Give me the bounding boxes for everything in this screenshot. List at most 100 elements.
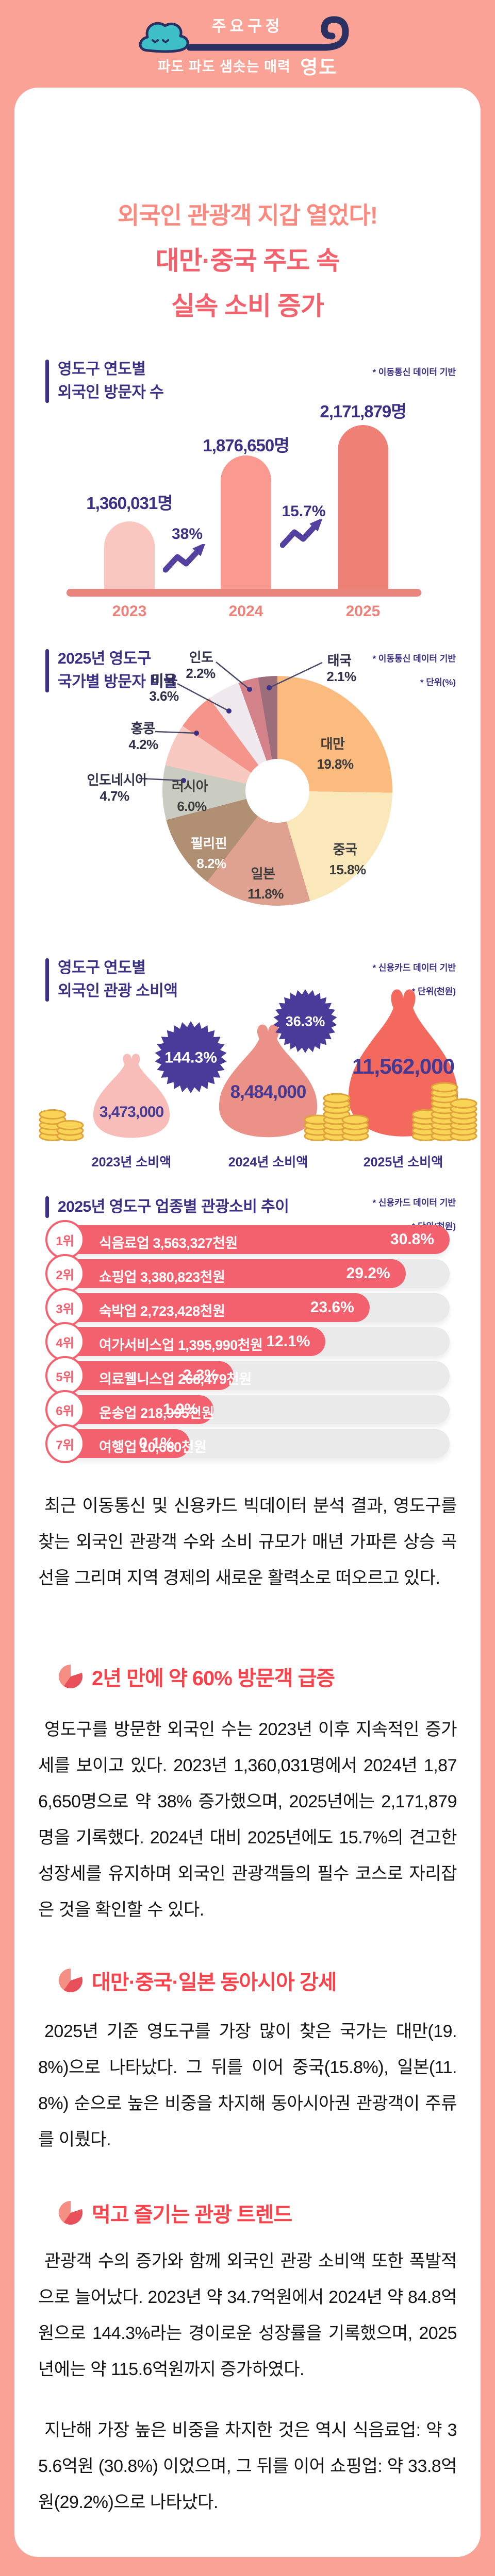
section-spending-note2: * 단위(천원) — [411, 987, 456, 996]
industry-label-여가서비스업: 여가서비스업 1,395,990천원 — [99, 1337, 263, 1353]
section-spending-title-line1: 영도구 연도별 — [58, 959, 146, 976]
growth-badge-2: 36.3% — [273, 989, 337, 1053]
spending-caption-2023: 2023년 소비액 — [91, 1155, 172, 1170]
money-bag-2024년 소비액 — [205, 1018, 331, 1140]
page-title: 외국인 관광객 지갑 열었다! — [117, 202, 378, 229]
growth-arrow-icon — [162, 543, 206, 574]
section-spending-title: 영도구 연도별 외국인 관광 소비액 — [58, 956, 178, 1003]
section-spending-note1: * 신용카드 데이터 기반 — [372, 963, 456, 973]
pie-chart-icon — [59, 1665, 82, 1688]
pie-chart-icon — [59, 1969, 82, 1992]
donut-label-pct-일본: 11.8% — [248, 886, 284, 902]
industry-rank-badge-5: 5위 — [45, 1356, 85, 1395]
industry-rank-badge-4: 4위 — [45, 1322, 85, 1361]
industry-label-식음료업: 식음료업 3,563,327천원 — [99, 1235, 238, 1251]
article-paragraph-3: 2025년 기준 영도구를 가장 많이 찾은 국가는 대만(19.8%)으로 나… — [38, 2022, 457, 2149]
brand-logo-yeongdo: 영도 — [300, 57, 338, 78]
industry-label-숙박업: 숙박업 2,723,428천원 — [99, 1303, 225, 1319]
industry-pct-쇼핑업: 29.2% — [346, 1265, 390, 1282]
visitors-year-label-2023: 2023 — [112, 603, 147, 620]
donut-label-name-러시아: 러시아 — [171, 778, 208, 794]
industry-label-여행업: 여행업 10,660천원 — [99, 1439, 207, 1455]
donut-label-pct-중국: 15.8% — [329, 862, 366, 877]
spending-value-2023: 3,473,000 — [99, 1104, 164, 1121]
donut-label-name-필리핀: 필리핀 — [190, 836, 227, 851]
header-tagline: 파도 파도 샘솟는 매력 영도 — [0, 52, 495, 79]
visitors-growth-label-1: 38% — [171, 526, 203, 543]
industry-label-의료웰니스업: 의료웰니스업 268,479천원 — [99, 1371, 252, 1387]
section-industry-title: 2025년 영도구 업종별 관광소비 추이 — [58, 1198, 289, 1215]
industry-bar-쇼핑업 — [50, 1259, 406, 1288]
visitors-value-2023: 1,360,031명 — [86, 494, 173, 513]
visitors-value-2024: 1,876,650명 — [203, 436, 289, 455]
article-heading-2-text: 대만·중국·일본 동아시아 강세 — [92, 1971, 337, 1994]
industry-pct-여행업: 0.1% — [139, 1435, 174, 1452]
donut-label-pct-태국: 2.1% — [326, 669, 356, 684]
visitors-value-2025: 2,171,879명 — [320, 402, 406, 421]
section-visitors-title: 영도구 연도별 외국인 방문자 수 — [58, 358, 164, 404]
donut-label-name-대만: 대만 — [320, 736, 345, 752]
visitors-bar-2024 — [221, 455, 271, 589]
article-heading-1: 2년 만에 약 60% 방문객 급증 — [59, 1662, 335, 1691]
donut-label-pct-대만: 19.8% — [317, 756, 354, 772]
visitors-bar-2025 — [338, 425, 388, 589]
industry-bar-숙박업 — [50, 1293, 370, 1322]
donut-label-name-일본: 일본 — [251, 866, 275, 882]
industry-rank-badge-3: 3위 — [45, 1288, 85, 1327]
money-bag-2023년 소비액 — [82, 1049, 180, 1140]
donut-label-pct-필리핀: 8.2% — [196, 856, 226, 871]
industry-pct-운송업: 1.9% — [162, 1401, 199, 1418]
article-paragraph-5: 지난해 가장 높은 비중을 차지한 것은 역시 식음료업: 약 35.6억원 (… — [38, 2420, 457, 2512]
section-countries-title: 2025년 영도구 국가별 방문자 비율 — [58, 647, 178, 693]
article-paragraph-2: 영도구를 방문한 외국인 수는 2023년 이후 지속적인 증가세를 보이고 있… — [38, 1720, 457, 1920]
donut-label-name-인도: 인도 — [189, 650, 213, 665]
page-subtitle-line1: 대만·중국 주도 속 — [155, 246, 340, 275]
donut-label-name-중국: 중국 — [333, 842, 357, 857]
countries-donut-hole — [245, 759, 309, 823]
section-spending-title-line2: 외국인 관광 소비액 — [58, 982, 178, 999]
visitors-growth-label-2: 15.7% — [282, 503, 326, 520]
section-industry-note1: * 신용카드 데이터 기반 — [372, 1198, 456, 1208]
article-paragraph-1: 최근 이동통신 및 신용카드 빅데이터 분석 결과, 영도구를 찾는 외국인 관… — [38, 1496, 457, 1588]
industry-pct-여가서비스업: 12.1% — [266, 1333, 310, 1350]
donut-label-pct-인도네시아: 4.7% — [100, 788, 129, 804]
section-countries-title-line1: 2025년 영도구 — [58, 650, 151, 667]
article-heading-1-text: 2년 만에 약 60% 방문객 급증 — [92, 1667, 335, 1690]
spending-value-2024: 8,484,000 — [230, 1082, 307, 1102]
industry-rank-badge-2: 2위 — [45, 1254, 85, 1293]
visitors-year-label-2024: 2024 — [228, 603, 263, 620]
section-visitors-bar-accent — [45, 360, 49, 403]
pie-chart-icon — [59, 2201, 82, 2225]
visitors-baseline — [67, 589, 421, 597]
donut-label-pct-러시아: 6.0% — [177, 799, 207, 814]
mascot-wave-icon — [139, 16, 349, 53]
article-paragraph-4: 관광객 수의 증가와 함께 외국인 관광 소비액 또한 폭발적으로 늘어났다. … — [38, 2251, 457, 2379]
section-countries-title-line2: 국가별 방문자 비율 — [58, 673, 178, 690]
spending-value-2025: 11,562,000 — [352, 1054, 455, 1078]
industry-bar-여가서비스업 — [50, 1327, 326, 1356]
donut-label-name-태국: 태국 — [327, 653, 352, 668]
spending-caption-2025: 2025년 소비액 — [363, 1155, 443, 1170]
industry-label-쇼핑업: 쇼핑업 3,380,823천원 — [99, 1269, 225, 1285]
industry-pct-숙박업: 23.6% — [310, 1299, 354, 1316]
section-spending-bar-accent — [45, 958, 49, 1002]
donut-label-name-미국: 미국 — [151, 672, 176, 688]
industry-label-운송업: 운송업 218,995천원 — [99, 1405, 214, 1421]
growth-badge-1: 144.3% — [155, 1021, 227, 1093]
industry-pct-식음료업: 30.8% — [390, 1231, 434, 1248]
industry-rank-badge-7: 7위 — [45, 1424, 85, 1463]
section-visitors-note: * 이동통신 데이터 기반 — [372, 367, 456, 377]
section-visitors-title-line2: 외국인 방문자 수 — [58, 384, 164, 401]
tagline-text: 파도 파도 샘솟는 매력 — [157, 59, 291, 75]
money-bag-2025년 소비액 — [333, 981, 473, 1140]
svg-text:144.3%: 144.3% — [164, 1049, 217, 1066]
section-visitors-title-line1: 영도구 연도별 — [58, 361, 146, 378]
donut-label-name-인도네시아: 인도네시아 — [87, 772, 147, 788]
article-heading-3: 먹고 즐기는 관광 트렌드 — [59, 2198, 292, 2228]
page-subtitle: 대만·중국 주도 속 실속 소비 증가 — [14, 238, 481, 329]
donut-label-name-홍콩: 홍콩 — [130, 721, 155, 736]
coin-stacks — [14, 1066, 481, 1141]
section-countries-note1: * 이동통신 데이터 기반 — [372, 654, 456, 664]
svg-text:36.3%: 36.3% — [286, 1013, 325, 1029]
visitors-year-label-2025: 2025 — [345, 603, 381, 620]
